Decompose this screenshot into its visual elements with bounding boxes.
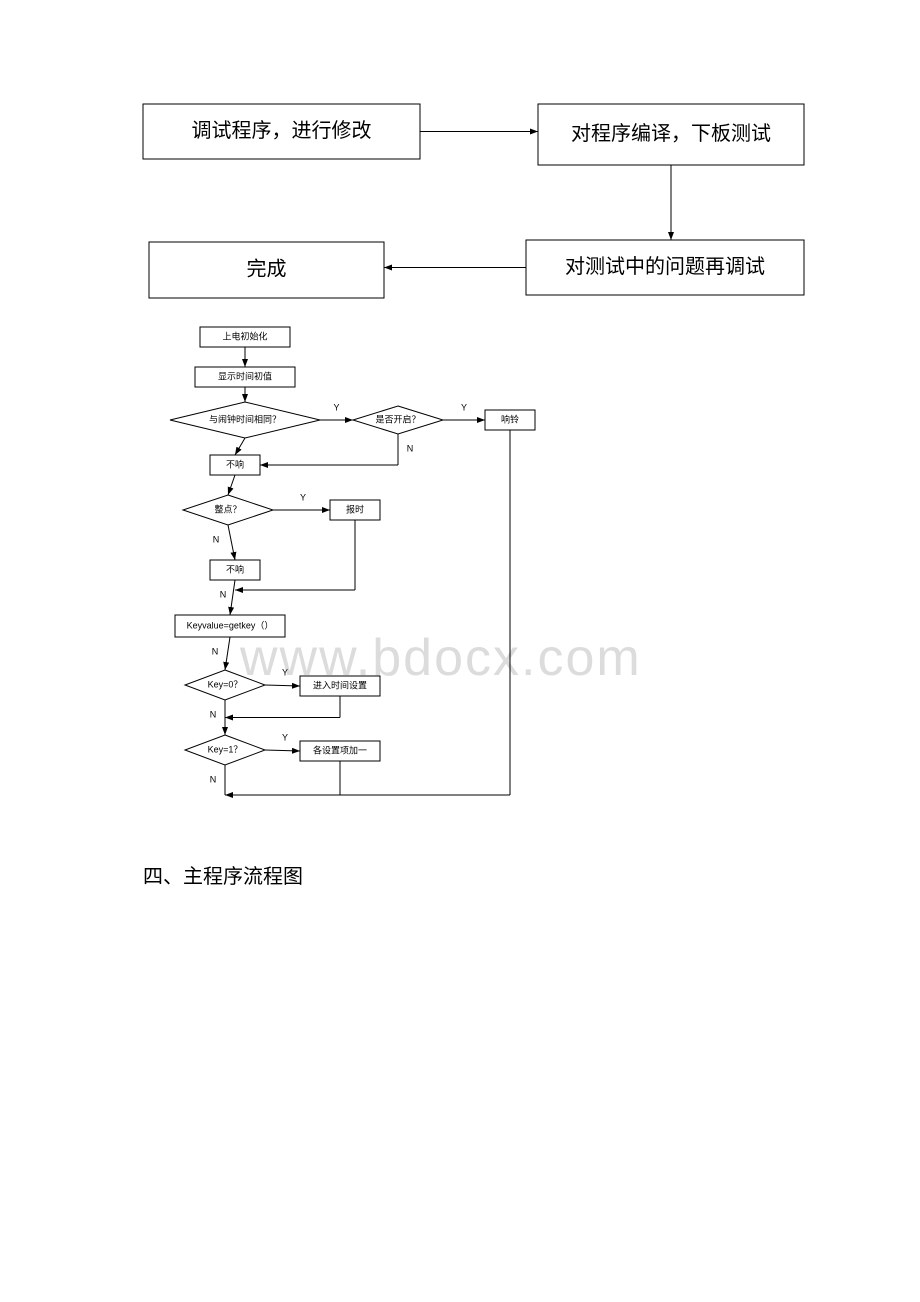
svg-text:N: N (407, 443, 414, 453)
svg-text:N: N (213, 534, 220, 544)
svg-text:Y: Y (282, 667, 288, 677)
svg-text:对测试中的问题再调试: 对测试中的问题再调试 (565, 255, 765, 278)
svg-text:进入时间设置: 进入时间设置 (313, 679, 367, 690)
svg-text:调试程序，进行修改: 调试程序，进行修改 (192, 119, 372, 142)
svg-text:对程序编译，下板测试: 对程序编译，下板测试 (571, 122, 771, 145)
svg-text:N: N (220, 589, 227, 599)
svg-text:Y: Y (333, 402, 339, 412)
svg-text:报时: 报时 (346, 503, 364, 514)
svg-text:N: N (210, 709, 217, 719)
svg-text:各设置项加一: 各设置项加一 (313, 744, 367, 755)
svg-text:Y: Y (300, 492, 306, 502)
svg-text:Key=1？: Key=1？ (208, 744, 243, 754)
diagram-svg: 调试程序，进行修改 对程序编译，下板测试对测试中的问题再调试 完成上电初始化显示时间… (0, 0, 920, 1302)
svg-text:显示时间初值: 显示时间初值 (218, 370, 272, 381)
svg-text:完成: 完成 (247, 257, 287, 280)
svg-text:N: N (210, 774, 217, 784)
svg-text:不响: 不响 (226, 563, 244, 574)
svg-text:Key=0？: Key=0？ (208, 679, 243, 689)
svg-text:Y: Y (461, 402, 467, 412)
page: www.bdocx.com 调试程序，进行修改对程序编译，下板测试对测试中的问题… (0, 0, 920, 1302)
svg-text:不响: 不响 (226, 458, 244, 469)
svg-text:N: N (212, 646, 219, 656)
svg-text:是否开启？: 是否开启？ (375, 413, 420, 424)
svg-text:与闹钟时间相同？: 与闹钟时间相同？ (209, 413, 281, 424)
svg-text:响铃: 响铃 (501, 413, 519, 424)
svg-text:上电初始化: 上电初始化 (222, 330, 267, 341)
svg-text:Y: Y (282, 732, 288, 742)
svg-text:整点？: 整点？ (214, 503, 241, 514)
section-title: 四、主程序流程图 (143, 860, 303, 889)
svg-text:Keyvalue=getkey（）: Keyvalue=getkey（） (187, 620, 274, 630)
